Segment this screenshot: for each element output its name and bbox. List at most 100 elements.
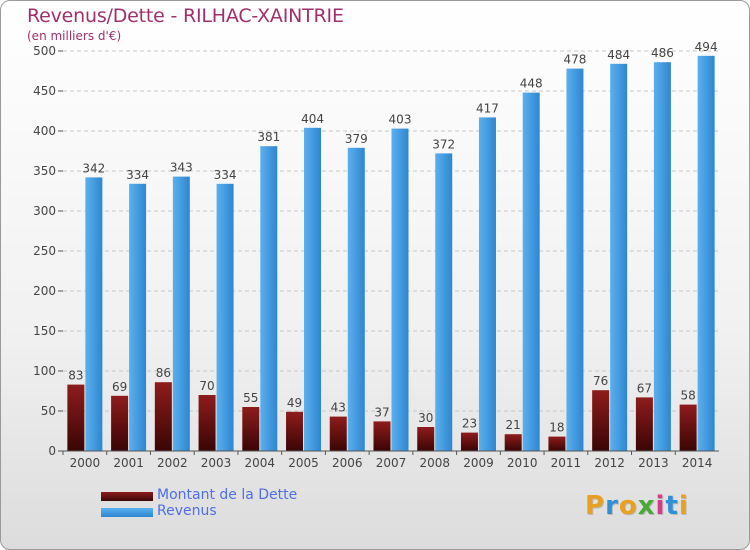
bar-revenus (347, 147, 365, 452)
legend-swatch-revenus (101, 508, 153, 517)
data-label-debt: 30 (418, 411, 433, 425)
bar-debt (679, 404, 697, 451)
bar-revenus (522, 92, 540, 451)
y-tick-label: 350 (33, 164, 56, 178)
data-label-revenus: 403 (389, 113, 412, 127)
x-tick-label: 2004 (245, 456, 276, 470)
data-label-revenus: 343 (170, 161, 193, 175)
bars (67, 55, 715, 452)
data-labels: 83 342 69 334 86 343 70 334 55 381 49 404 43 379 37 403… (68, 40, 717, 435)
bar-revenus (391, 128, 409, 451)
legend-label-debt: Montant de la Dette (157, 487, 298, 503)
bar-revenus (697, 55, 715, 452)
x-tick-label: 2006 (332, 456, 363, 470)
logo-letter: i (655, 491, 666, 521)
bar-debt (635, 397, 653, 451)
data-label-debt: 69 (112, 380, 127, 394)
chart-subtitle: (en milliers d'€) (27, 29, 122, 43)
y-tick-label: 50 (41, 404, 56, 418)
data-label-revenus: 448 (520, 77, 543, 91)
legend-label-revenus: Revenus (157, 503, 217, 519)
data-label-debt: 70 (199, 379, 214, 393)
data-label-revenus: 334 (126, 168, 149, 182)
y-tick-label: 150 (33, 324, 56, 338)
logo-letter: P (585, 491, 606, 521)
y-tick-label: 100 (33, 364, 56, 378)
bar-debt (373, 421, 391, 451)
bar-revenus (172, 176, 190, 451)
x-tick-label: 2013 (638, 456, 669, 470)
x-tick-label: 2010 (507, 456, 538, 470)
data-label-debt: 76 (593, 374, 608, 388)
bar-revenus (478, 117, 496, 452)
data-label-debt: 86 (156, 366, 171, 380)
y-axis-ticks: 0 50 100 150 200 250 300 350 400 450 500 (33, 44, 63, 458)
y-tick-label: 0 (48, 444, 56, 458)
x-tick-label: 2002 (157, 456, 188, 470)
bar-revenus (260, 146, 278, 451)
bar-revenus (610, 63, 628, 452)
x-tick-label: 2007 (376, 456, 407, 470)
x-tick-label: 2014 (682, 456, 713, 470)
bar-debt (198, 395, 216, 451)
x-tick-label: 2001 (113, 456, 144, 470)
bar-debt (242, 407, 260, 451)
bar-revenus (216, 183, 234, 452)
x-tick-label: 2009 (463, 456, 494, 470)
data-label-revenus: 372 (432, 137, 455, 151)
logo-letter: o (618, 491, 638, 521)
data-label-revenus: 417 (476, 101, 499, 115)
logo-letter: r (605, 491, 619, 521)
data-label-debt: 58 (680, 389, 695, 403)
logo-letter: i (678, 491, 689, 521)
data-label-revenus: 334 (214, 168, 237, 182)
bar-revenus (566, 68, 584, 451)
data-label-debt: 18 (549, 421, 564, 435)
x-tick-label: 2011 (551, 456, 582, 470)
data-label-revenus: 381 (257, 130, 280, 144)
bar-debt (592, 390, 610, 451)
x-tick-label: 2008 (419, 456, 450, 470)
bar-revenus (653, 62, 671, 451)
data-label-revenus: 486 (651, 46, 674, 60)
bar-debt (286, 411, 304, 451)
bar-debt (111, 395, 129, 451)
data-label-debt: 21 (506, 418, 521, 432)
bar-revenus (435, 153, 453, 451)
proxiti-logo: Proxiti (585, 491, 689, 521)
y-tick-label: 250 (33, 244, 56, 258)
data-label-debt: 49 (287, 396, 302, 410)
data-label-revenus: 494 (695, 40, 718, 54)
data-label-revenus: 404 (301, 112, 324, 126)
bar-debt (417, 427, 435, 451)
data-label-debt: 43 (331, 401, 346, 415)
data-label-revenus: 342 (82, 161, 105, 175)
bar-revenus (304, 127, 322, 452)
chart-title: Revenus/Dette - RILHAC-XAINTRIE (27, 5, 344, 27)
y-tick-label: 450 (33, 84, 56, 98)
x-tick-label: 2003 (201, 456, 232, 470)
x-tick-label: 2000 (70, 456, 101, 470)
y-tick-label: 400 (33, 124, 56, 138)
x-tick-label: 2012 (594, 456, 625, 470)
logo-letter: x (637, 491, 656, 521)
y-tick-label: 200 (33, 284, 56, 298)
data-label-debt: 67 (637, 381, 652, 395)
bar-revenus (129, 183, 147, 452)
x-tick-label: 2005 (288, 456, 319, 470)
bar-revenus (85, 177, 103, 451)
bar-debt (504, 434, 522, 451)
data-label-debt: 23 (462, 417, 477, 431)
bar-debt (548, 436, 566, 451)
x-axis-ticks: 2000 2001 2002 2003 2004 2005 2006 2007 2008 2009… (62, 451, 713, 470)
bar-debt (329, 416, 347, 451)
legend-swatch-debt (101, 492, 153, 501)
data-label-revenus: 379 (345, 132, 368, 146)
bar-debt (460, 432, 478, 451)
data-label-debt: 83 (68, 369, 83, 383)
data-label-debt: 55 (243, 391, 258, 405)
data-label-revenus: 484 (607, 48, 630, 62)
logo-letter: t (665, 491, 679, 521)
